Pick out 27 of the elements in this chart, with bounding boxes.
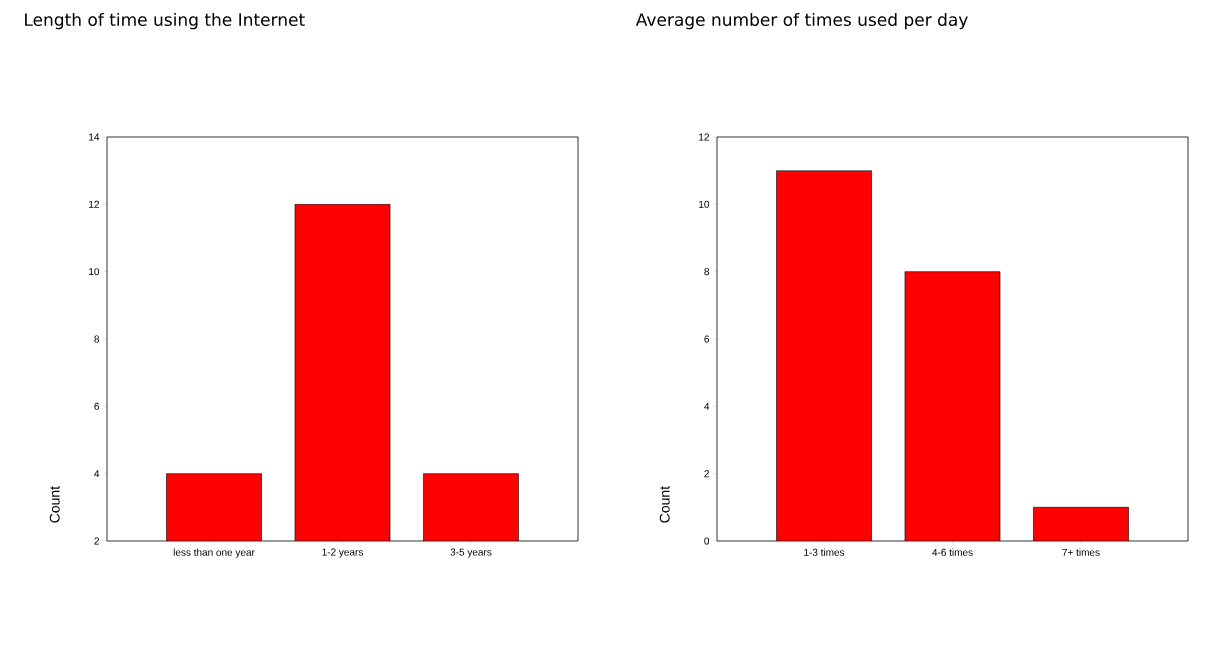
y-tick-label: 8 <box>94 335 100 343</box>
bar <box>1033 507 1129 541</box>
y-tick-label: 12 <box>89 200 99 208</box>
bar <box>904 271 1001 541</box>
y-tick-label: 6 <box>704 335 710 343</box>
bar <box>776 170 872 541</box>
y-tick-label: 0 <box>704 537 710 545</box>
y-tick-label: 10 <box>89 268 100 276</box>
y-axis-title: Count <box>659 486 670 523</box>
y-tick-label: 8 <box>704 268 710 276</box>
x-tick-label: 7+ times <box>1062 548 1100 556</box>
x-tick-label: 3-5 years <box>450 548 492 558</box>
chart-title: Average number of times used per day <box>635 12 968 30</box>
y-tick-label: 12 <box>699 133 709 141</box>
y-tick-label: 14 <box>89 133 100 141</box>
y-tick-label: 4 <box>94 470 100 478</box>
y-tick-label: 2 <box>704 470 709 478</box>
x-tick-label: 4-6 times <box>932 548 973 556</box>
y-tick-label: 6 <box>94 402 100 410</box>
x-tick-label: 1-3 times <box>804 548 845 556</box>
y-tick-label: 4 <box>704 402 710 410</box>
y-axis-title: Count <box>49 486 60 523</box>
chart-title: Length of time using the Internet <box>25 12 305 30</box>
y-tick-label: 2 <box>94 537 99 545</box>
y-tick-label: 10 <box>699 200 710 208</box>
x-tick-label: less than one year <box>173 548 255 558</box>
x-tick-label: 1-2 years <box>322 548 363 558</box>
